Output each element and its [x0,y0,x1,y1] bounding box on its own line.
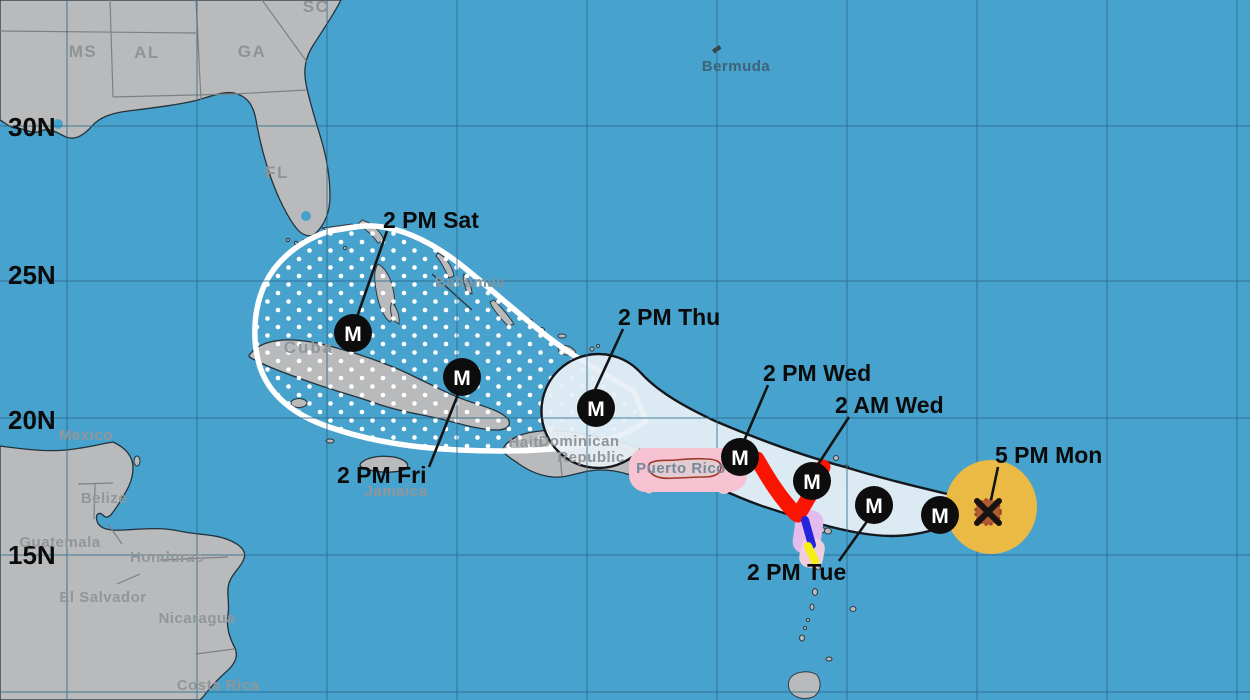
state-label-ms: MS [69,42,98,61]
place-label-guatemala: Guatemala [19,534,100,551]
place-label-dominican: Dominican [538,433,619,450]
state-label-sc: SC [303,0,330,16]
place-label-bermuda: Bermuda [702,58,771,75]
central-america-land [0,441,246,700]
place-label-honduras: Honduras [130,549,204,566]
state-borders [0,0,308,101]
marker-letter: M [587,398,605,421]
forecast-marker-fri: M [443,358,481,396]
forecast-point-markers: M M M M M M M [334,314,959,534]
watch-halo-dot [716,478,732,494]
island [805,617,811,623]
place-label-haiti: Haiti [508,434,543,451]
forecast-marker-tue-am: M [921,496,959,534]
cozumel-island [133,455,141,467]
marker-letter: M [931,505,949,528]
track-label-mon: 5 PM Mon [995,442,1102,468]
state-label-al: AL [134,43,160,62]
place-label-belize: Belize [81,490,127,507]
island [849,606,857,612]
place-label-jamaica: Jamaica [365,483,428,500]
track-label-thu: 2 PM Thu [618,304,720,330]
forecast-marker-thu: M [577,389,615,427]
place-label-el-salvador: El Salvador [59,589,146,606]
track-label-wed-am: 2 AM Wed [835,392,944,418]
island [595,343,601,349]
central-america-landmass [0,441,246,700]
jamaica-island [359,455,409,473]
track-label-wed-pm: 2 PM Wed [763,360,871,386]
puerto-rico-island [647,457,722,480]
forecast-marker-wed-pm: M [721,438,759,476]
island [824,527,832,535]
latitude-labels: 30N 25N 20N 15N [8,112,56,570]
place-labels: Bermuda Bahamas Cuba Mexico Belize Guate… [19,58,770,694]
track-label-tue: 2 PM Tue [747,559,846,585]
island [557,333,567,339]
forecast-marker-tue-pm: M [855,486,893,524]
place-label-bahamas: Bahamas [435,274,505,291]
lake-okeechobee [301,211,311,221]
place-label-mexico: Mexico [59,427,113,444]
marker-letter: M [453,367,471,390]
blue-warning-segment [801,516,816,549]
island [809,603,815,611]
state-labels: MS AL GA SC FL [69,0,330,182]
island [812,588,818,596]
state-label-fl: FL [265,163,289,182]
place-label-republic: Republic [557,449,624,466]
lat-label-15n: 15N [8,540,56,570]
island [825,656,833,662]
lat-label-25n: 25N [8,260,56,290]
island [589,346,595,352]
marker-letter: M [865,495,883,518]
label-pointer-lines [355,230,1000,562]
place-label-nicaragua: Nicaragua [158,610,235,627]
place-label-cuba: Cuba [284,338,335,357]
marker-letter: M [344,323,362,346]
cayman-islands [325,438,335,444]
lat-label-30n: 30N [8,112,56,142]
island [799,634,805,642]
track-time-labels: 2 PM Sat 2 PM Thu 2 PM Wed 2 AM Wed 5 PM… [337,207,1102,585]
marker-letter: M [731,447,749,470]
yellow-watch-segment [804,542,819,565]
state-label-ga: GA [238,42,267,61]
place-label-puerto-rico: Puerto Rico [636,460,726,477]
forecast-marker-sat: M [334,314,372,352]
island [802,625,808,631]
trinidad-island [787,671,821,700]
island [833,455,839,461]
storm-center-x-icon [974,498,1002,526]
place-label-costa-rica: Costa Rica [177,677,260,694]
forecast-marker-wed-am: M [793,462,831,500]
southeast-us-land [0,0,342,237]
marker-letter: M [803,471,821,494]
track-label-sat: 2 PM Sat [383,207,479,233]
track-label-fri: 2 PM Fri [337,462,426,488]
lat-label-20n: 20N [8,405,56,435]
country-borders [77,482,235,655]
watch-halo-dot [644,484,654,494]
current-storm [945,460,1037,554]
